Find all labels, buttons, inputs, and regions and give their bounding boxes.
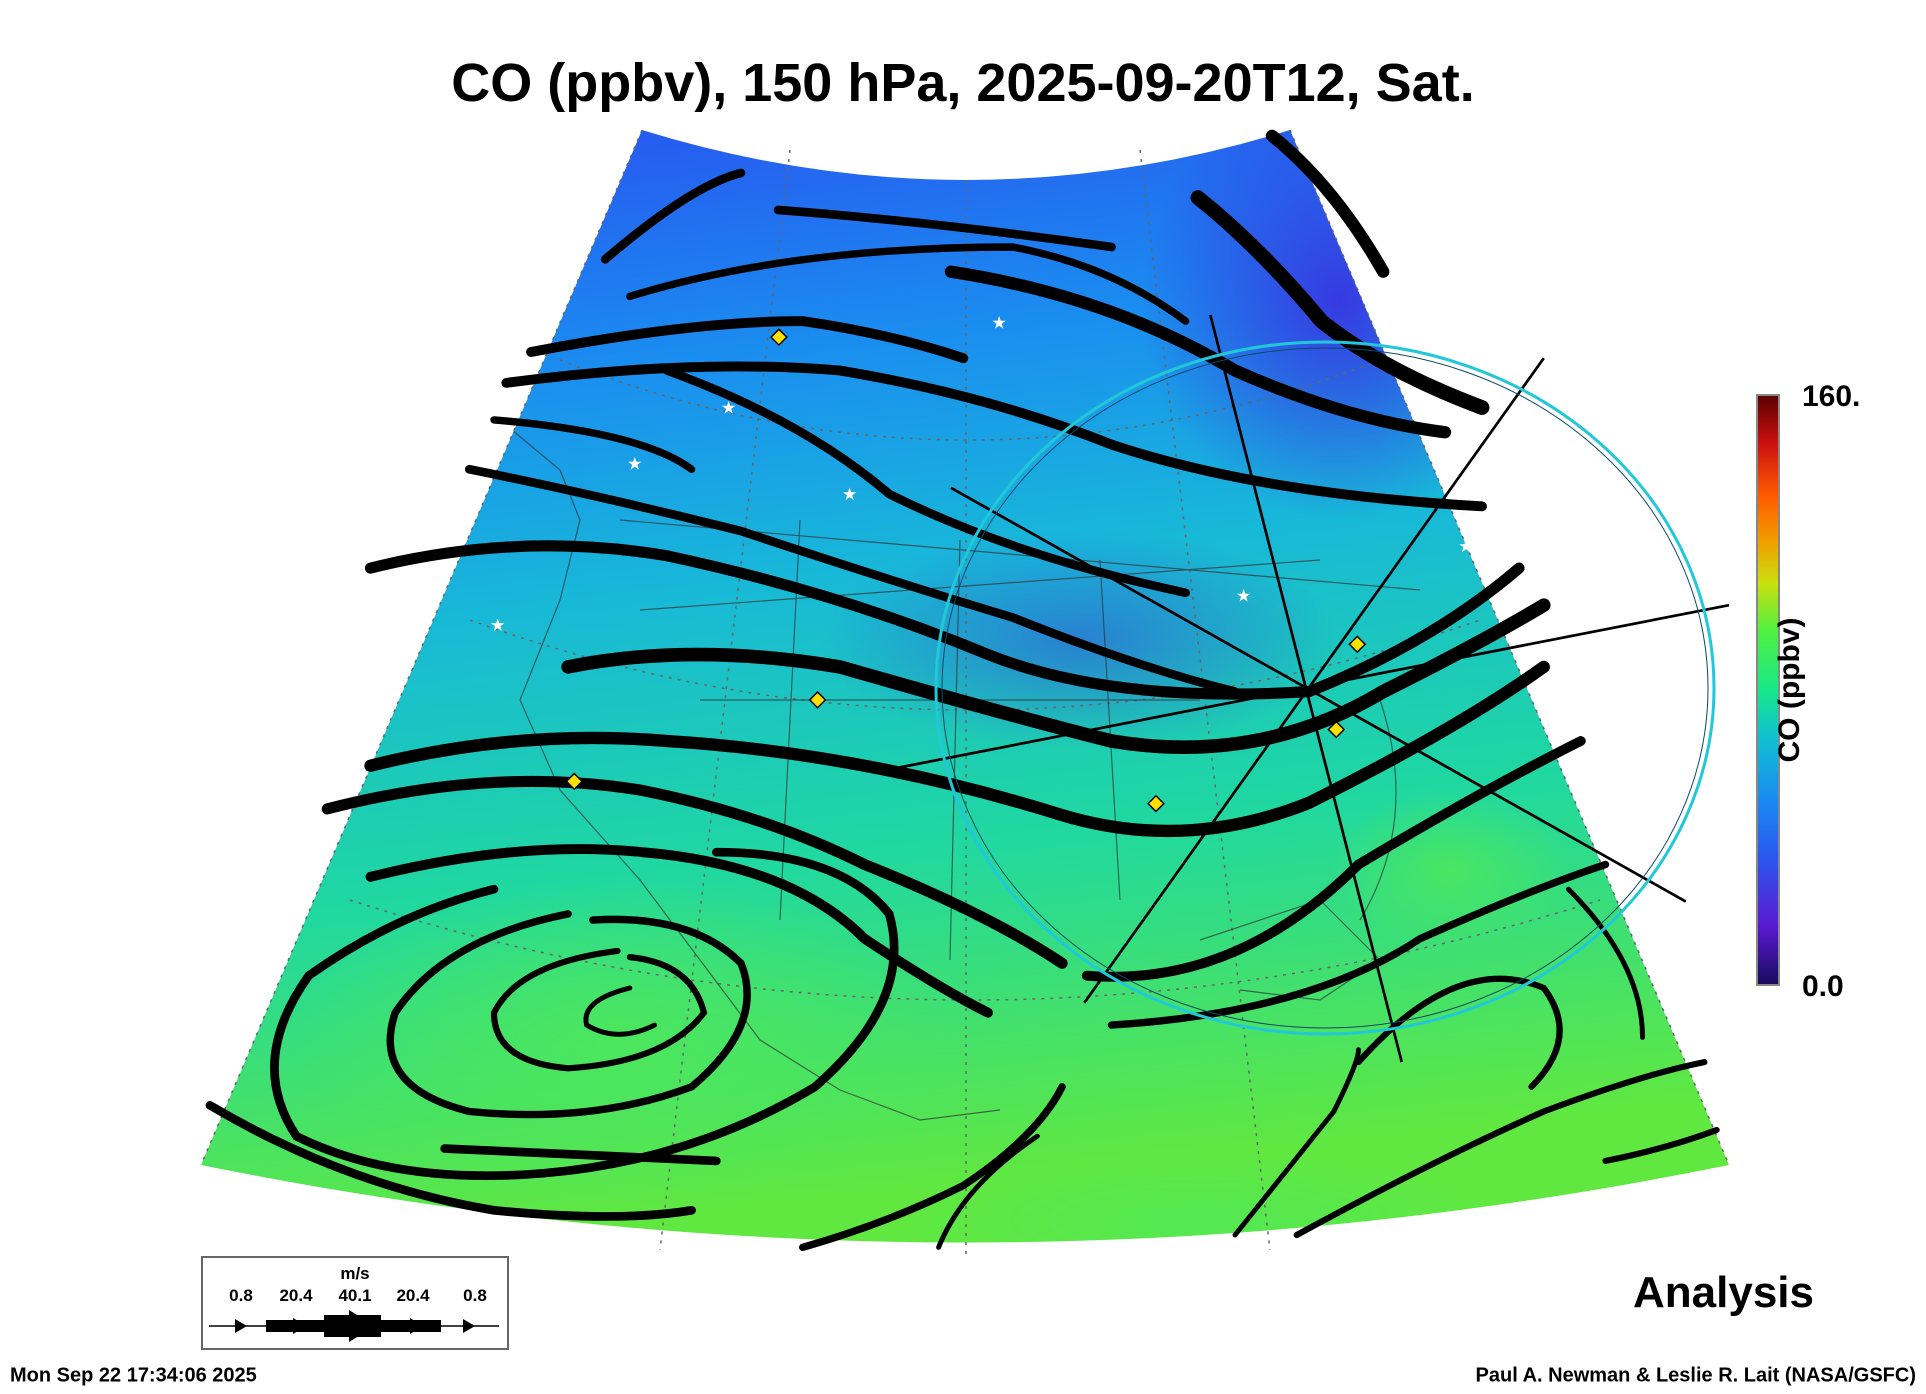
legend-value: 0.8 — [229, 1286, 253, 1305]
colorbar-max-label: 160. — [1802, 380, 1861, 413]
svg-text:★: ★ — [1458, 537, 1474, 557]
legend-value: 0.8 — [463, 1286, 487, 1305]
svg-text:★: ★ — [842, 485, 858, 505]
colorbar-min-label: 0.0 — [1802, 970, 1844, 1003]
legend-value: 40.1 — [338, 1286, 372, 1305]
analysis-label: Analysis — [1633, 1268, 1814, 1317]
colorbar — [1756, 394, 1780, 986]
station-circle — [934, 340, 1716, 1036]
trajectory-lines — [876, 314, 1730, 1063]
svg-text:★: ★ — [721, 399, 737, 419]
wind-speed-legend: m/s 0.8 20.4 40.1 20.4 0.8 — [201, 1256, 509, 1350]
site-markers: ★ ★ ★ ★ ★ ★ ★ — [490, 314, 1474, 813]
legend-unit: m/s — [340, 1264, 370, 1283]
diamond-marker — [1327, 720, 1346, 739]
svg-text:★: ★ — [991, 314, 1007, 334]
diamond-marker — [1147, 794, 1165, 813]
footer-timestamp: Mon Sep 22 17:34:06 2025 — [10, 1364, 257, 1387]
diamond-marker — [1348, 635, 1367, 654]
co-field — [201, 130, 1729, 1243]
diamond-marker — [565, 772, 584, 791]
plot-title: CO (ppbv), 150 hPa, 2025-09-20T12, Sat. — [451, 53, 1475, 113]
svg-text:★: ★ — [1236, 586, 1252, 606]
diamond-marker — [770, 328, 788, 347]
svg-text:★: ★ — [627, 454, 643, 474]
legend-value: 20.4 — [396, 1286, 430, 1305]
svg-text:★: ★ — [490, 616, 505, 636]
diamond-marker — [808, 690, 827, 709]
streamlines — [205, 129, 1720, 1252]
wind-arrow-scale — [209, 1310, 499, 1342]
colorbar-title: CO (ppbv) — [1773, 617, 1806, 763]
footer-credit: Paul A. Newman & Leslie R. Lait (NASA/GS… — [1475, 1364, 1916, 1387]
legend-value: 20.4 — [279, 1286, 313, 1305]
